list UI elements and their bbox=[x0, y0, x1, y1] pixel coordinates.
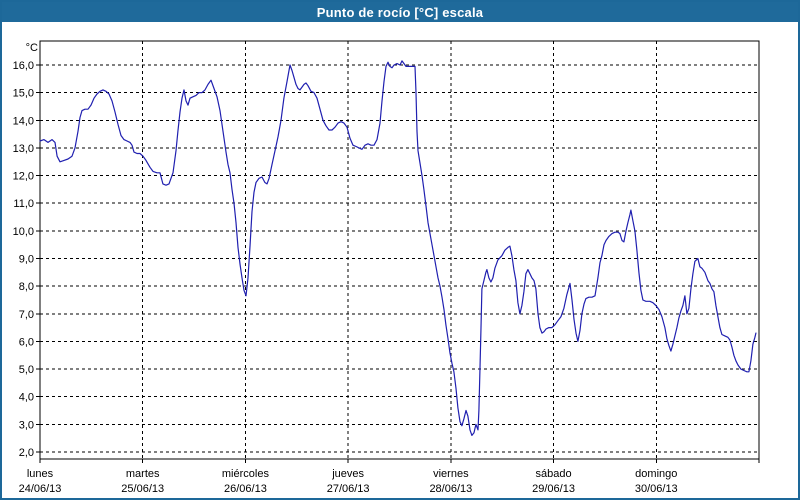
dew-point-line-chart: 2,0 3,0 4,0 5,0 6,0 7,0 8,0 9,0 10,0 11,0 12,0 13,0… bbox=[13, 40, 760, 495]
x-day-date-label: 29/06/13 bbox=[532, 483, 575, 495]
chart-title: Punto de rocío [°C] escala bbox=[316, 4, 484, 20]
y-tick-label: 4,0 bbox=[19, 392, 34, 404]
y-tick-label: 13,0 bbox=[13, 143, 34, 155]
y-tick-label: 3,0 bbox=[19, 419, 34, 431]
y-tick-label: 8,0 bbox=[19, 281, 34, 293]
x-day-name-label: lunes bbox=[27, 468, 54, 480]
y-tick-label: 12,0 bbox=[13, 171, 34, 183]
y-tick-label: 7,0 bbox=[19, 309, 34, 321]
x-day-name-label: domingo bbox=[635, 468, 677, 480]
series-line bbox=[39, 60, 757, 436]
x-day-name-label: miércoles bbox=[222, 468, 270, 480]
x-day-name-label: jueves bbox=[331, 468, 364, 480]
y-tick-label: 15,0 bbox=[13, 88, 34, 100]
x-day-name-label: martes bbox=[126, 468, 160, 480]
x-day-date-label: 26/06/13 bbox=[224, 483, 267, 495]
title-bar[interactable]: Punto de rocío [°C] escala bbox=[2, 2, 798, 22]
y-tick-label: 2,0 bbox=[19, 447, 34, 459]
x-day-date-label: 28/06/13 bbox=[429, 483, 472, 495]
x-day-name-label: sábado bbox=[536, 468, 572, 480]
y-tick-label: 11,0 bbox=[13, 198, 34, 210]
x-day-date-label: 30/06/13 bbox=[635, 483, 678, 495]
y-tick-label: 16,0 bbox=[13, 60, 34, 72]
y-tick-label: 9,0 bbox=[19, 254, 34, 266]
y-tick-label: 10,0 bbox=[13, 226, 34, 238]
y-tick-label: 14,0 bbox=[13, 115, 34, 127]
x-day-date-label: 24/06/13 bbox=[19, 483, 62, 495]
plot-border bbox=[39, 40, 760, 460]
x-day-date-label: 25/06/13 bbox=[121, 483, 164, 495]
x-day-name-label: viernes bbox=[433, 468, 469, 480]
y-axis-unit-label: °C bbox=[26, 42, 38, 54]
chart-area: 2,0 3,0 4,0 5,0 6,0 7,0 8,0 9,0 10,0 11,0 12,0 13,0… bbox=[2, 22, 798, 498]
x-day-date-label: 27/06/13 bbox=[327, 483, 370, 495]
y-tick-label: 6,0 bbox=[19, 336, 34, 348]
y-tick-label: 5,0 bbox=[19, 364, 34, 376]
